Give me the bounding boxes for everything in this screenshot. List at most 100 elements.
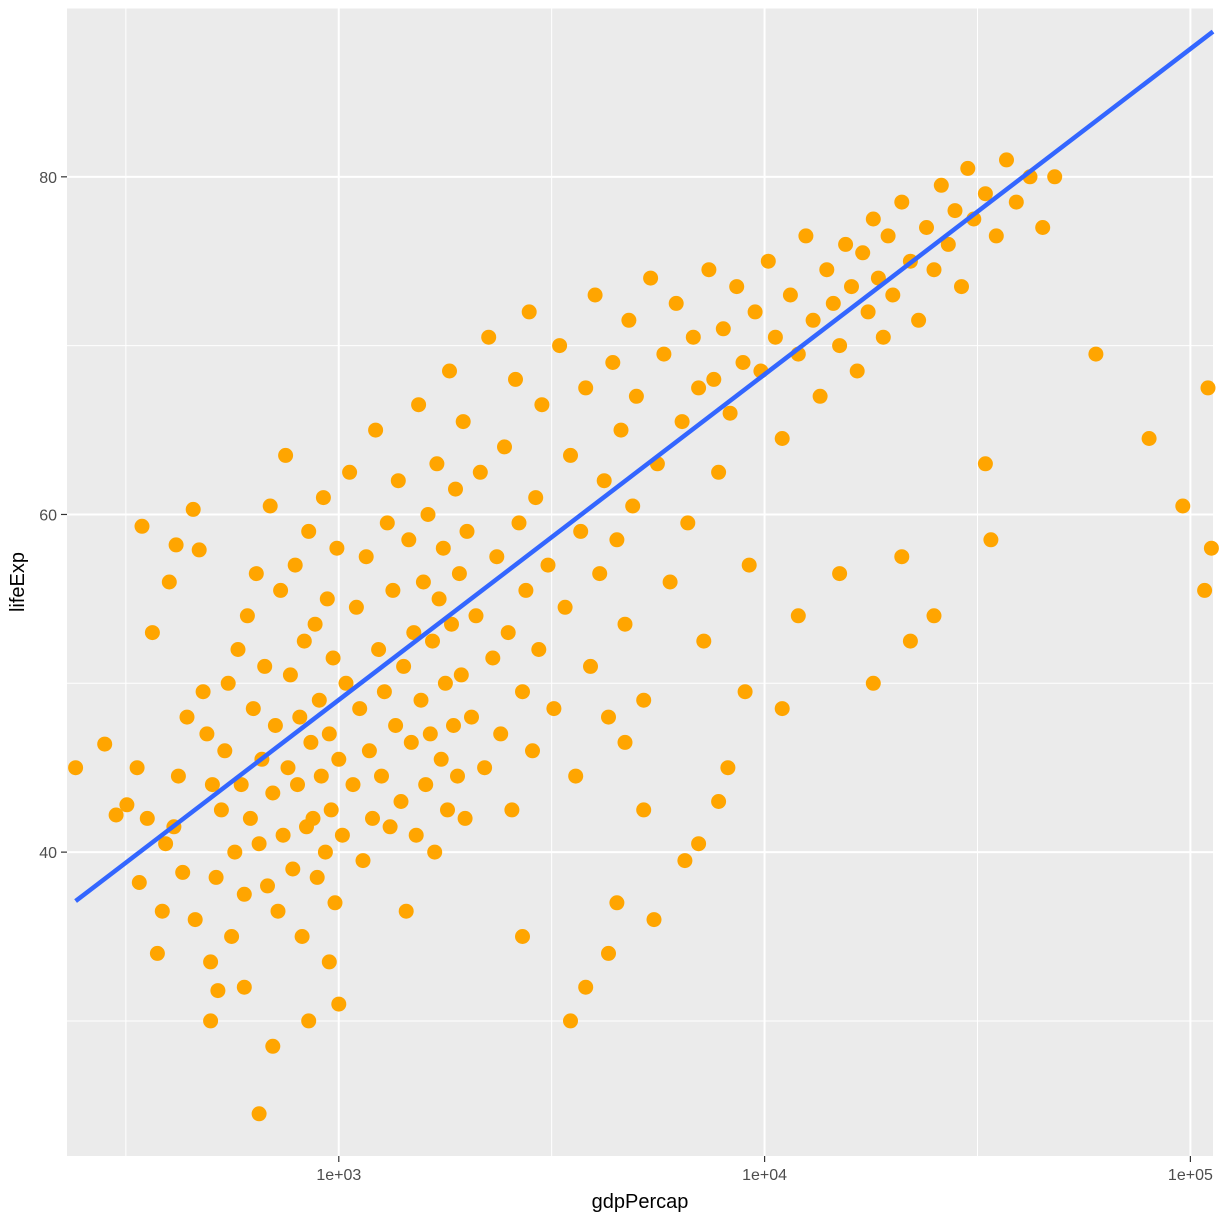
data-point <box>587 287 603 303</box>
data-point <box>431 591 447 607</box>
data-point <box>158 836 174 852</box>
data-point <box>251 836 267 852</box>
data-point <box>902 633 918 649</box>
data-point <box>468 608 484 624</box>
data-point <box>248 566 264 582</box>
x-tick-label: 1e+03 <box>316 1167 361 1184</box>
data-point <box>317 844 333 860</box>
data-point <box>368 422 384 438</box>
data-point <box>305 810 321 826</box>
y-tick-label: 80 <box>39 170 57 187</box>
data-point <box>662 574 678 590</box>
data-point <box>531 642 547 657</box>
data-point <box>1088 346 1104 362</box>
data-point <box>613 422 629 438</box>
data-point <box>1047 169 1063 185</box>
data-point <box>500 625 516 641</box>
data-point <box>301 523 317 539</box>
data-point <box>444 616 459 632</box>
data-point <box>706 371 722 387</box>
data-point <box>601 709 616 725</box>
data-point <box>203 954 219 970</box>
data-point <box>361 743 377 759</box>
data-point <box>131 875 147 890</box>
data-point <box>701 262 717 278</box>
data-point <box>179 709 195 725</box>
data-point <box>187 912 203 928</box>
data-point <box>947 203 963 219</box>
data-point <box>433 751 449 767</box>
data-point <box>568 768 584 784</box>
data-point <box>161 574 177 590</box>
data-point <box>149 945 165 961</box>
data-point <box>338 675 354 691</box>
data-point <box>511 515 527 531</box>
data-point <box>270 903 286 919</box>
data-point <box>401 532 417 548</box>
data-point <box>203 1013 219 1029</box>
data-point <box>628 388 644 404</box>
data-point <box>278 447 294 463</box>
data-point <box>385 582 401 598</box>
minor-gridlines <box>67 7 1213 1156</box>
data-point <box>540 557 556 573</box>
data-point <box>825 295 841 311</box>
data-point <box>1200 380 1216 396</box>
data-point <box>521 304 537 320</box>
data-point <box>643 270 659 286</box>
data-point <box>199 726 215 742</box>
data-point <box>819 262 835 278</box>
data-point <box>455 414 471 430</box>
data-point <box>677 853 693 869</box>
data-point <box>265 785 281 801</box>
data-point <box>485 650 501 666</box>
data-point <box>1197 582 1213 598</box>
data-point <box>239 608 255 624</box>
data-point <box>236 979 252 995</box>
data-point <box>1175 498 1191 514</box>
data-point <box>1141 431 1157 446</box>
data-point <box>685 329 701 345</box>
data-point <box>609 895 625 911</box>
data-point <box>236 886 252 902</box>
data-point <box>472 464 488 480</box>
data-point <box>220 675 236 691</box>
data-point <box>251 1106 267 1122</box>
data-point <box>453 667 469 683</box>
data-point <box>321 726 337 742</box>
data-point <box>489 549 505 565</box>
data-point <box>208 869 224 885</box>
data-point <box>760 253 776 269</box>
data-point <box>933 177 949 193</box>
trend-line-group <box>74 29 1215 903</box>
x-axis: 1e+03 1e+04 1e+05 <box>316 1156 1213 1184</box>
data-point <box>262 498 278 514</box>
data-point <box>204 777 220 793</box>
data-point <box>315 490 331 506</box>
data-point <box>195 684 211 700</box>
data-point <box>420 507 436 522</box>
data-point <box>97 736 113 752</box>
data-point <box>515 929 530 944</box>
data-point <box>552 338 568 354</box>
data-point <box>275 827 291 843</box>
data-point <box>396 658 412 674</box>
data-point <box>68 760 84 776</box>
data-point <box>894 549 910 565</box>
data-point <box>528 490 544 506</box>
data-point <box>546 701 562 717</box>
data-point <box>774 701 790 717</box>
data-point <box>621 312 637 328</box>
data-point <box>782 287 798 303</box>
data-point <box>411 397 427 413</box>
data-point <box>139 810 155 826</box>
data-point <box>832 338 848 354</box>
data-point <box>309 869 325 885</box>
data-point <box>680 515 696 531</box>
data-point <box>457 810 473 826</box>
data-point <box>715 321 731 337</box>
data-point <box>294 929 310 944</box>
data-point <box>977 456 993 472</box>
data-point <box>636 802 652 818</box>
data-point <box>257 658 273 674</box>
